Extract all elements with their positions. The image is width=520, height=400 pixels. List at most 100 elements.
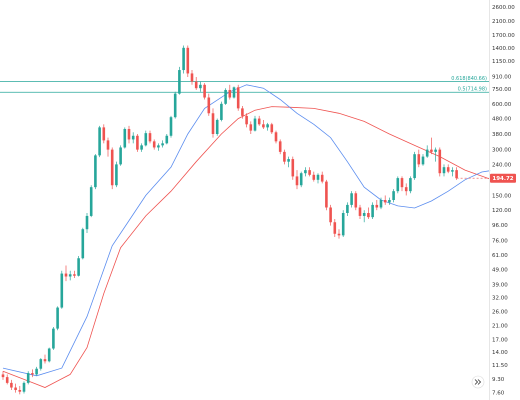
candle[interactable]: [194, 77, 198, 90]
candle[interactable]: [278, 139, 282, 155]
candle[interactable]: [446, 164, 450, 174]
candle[interactable]: [47, 347, 51, 363]
candle[interactable]: [417, 149, 421, 168]
candle[interactable]: [173, 91, 177, 119]
candle[interactable]: [421, 154, 425, 166]
candle[interactable]: [123, 127, 127, 149]
candle[interactable]: [325, 179, 328, 211]
candle[interactable]: [312, 171, 316, 182]
candle[interactable]: [442, 164, 446, 177]
candle[interactable]: [308, 167, 311, 177]
candle[interactable]: [52, 326, 55, 350]
candle[interactable]: [102, 124, 106, 144]
candle[interactable]: [165, 134, 169, 145]
candle[interactable]: [186, 45, 190, 78]
candle[interactable]: [73, 270, 76, 279]
candle[interactable]: [354, 191, 358, 211]
candle[interactable]: [232, 86, 236, 99]
candle[interactable]: [178, 66, 181, 95]
candle[interactable]: [94, 154, 97, 190]
candle[interactable]: [10, 379, 13, 391]
candle[interactable]: [22, 381, 26, 394]
candle[interactable]: [241, 106, 244, 119]
candle[interactable]: [64, 265, 68, 282]
candle[interactable]: [152, 139, 156, 150]
candle[interactable]: [396, 176, 400, 194]
candle[interactable]: [18, 385, 22, 395]
candle[interactable]: [304, 167, 307, 177]
candle[interactable]: [438, 147, 442, 177]
candle[interactable]: [274, 130, 278, 144]
candle[interactable]: [115, 161, 118, 188]
candle[interactable]: [371, 202, 374, 220]
candle[interactable]: [131, 132, 135, 144]
candle[interactable]: [249, 121, 253, 135]
candle[interactable]: [257, 115, 261, 126]
price-axis[interactable]: 2600.00 2100.00 1700.00 1400.00 1150.00 910.0…: [492, 5, 515, 397]
candle[interactable]: [39, 358, 43, 371]
candle[interactable]: [455, 167, 458, 180]
candle[interactable]: [262, 119, 265, 129]
candle[interactable]: [140, 143, 143, 152]
candle[interactable]: [148, 130, 152, 144]
candle[interactable]: [106, 137, 110, 157]
candle[interactable]: [283, 149, 286, 165]
candle[interactable]: [85, 213, 89, 233]
candle[interactable]: [136, 134, 139, 152]
candle[interactable]: [333, 219, 337, 237]
candle[interactable]: [245, 113, 248, 128]
candle[interactable]: [127, 125, 131, 144]
candle[interactable]: [253, 115, 257, 132]
candle[interactable]: [228, 84, 232, 100]
candle[interactable]: [144, 130, 148, 147]
candle[interactable]: [190, 70, 194, 85]
candle[interactable]: [110, 147, 114, 190]
candle[interactable]: [89, 185, 93, 218]
candle[interactable]: [56, 306, 59, 331]
candle[interactable]: [434, 147, 437, 162]
candle[interactable]: [14, 383, 17, 393]
candle[interactable]: [362, 210, 366, 223]
candle[interactable]: [341, 210, 345, 237]
candle[interactable]: [320, 171, 324, 184]
candle[interactable]: [346, 202, 349, 216]
candle[interactable]: [215, 118, 219, 136]
candle[interactable]: [358, 204, 362, 220]
candle[interactable]: [35, 366, 38, 376]
candle[interactable]: [169, 115, 173, 138]
candle[interactable]: [375, 200, 379, 211]
candle[interactable]: [157, 143, 160, 151]
candle[interactable]: [287, 156, 290, 168]
candle[interactable]: [291, 156, 295, 180]
candle[interactable]: [81, 227, 85, 260]
candle[interactable]: [430, 137, 433, 155]
candle[interactable]: [43, 354, 47, 364]
candle[interactable]: [404, 183, 408, 196]
candle[interactable]: [1, 371, 5, 380]
candle[interactable]: [383, 195, 387, 205]
candle[interactable]: [68, 270, 72, 281]
candle[interactable]: [224, 88, 227, 105]
candle[interactable]: [26, 371, 30, 385]
candle[interactable]: [60, 270, 64, 309]
candle[interactable]: [207, 93, 211, 116]
candle[interactable]: [266, 122, 269, 131]
candle[interactable]: [31, 369, 34, 378]
candle[interactable]: [203, 83, 206, 100]
candle[interactable]: [5, 374, 9, 385]
candle[interactable]: [400, 176, 404, 192]
candle[interactable]: [295, 170, 299, 190]
candle[interactable]: [451, 167, 454, 177]
candle[interactable]: [367, 207, 370, 220]
candle[interactable]: [316, 173, 320, 184]
candle[interactable]: [211, 108, 215, 138]
candle[interactable]: [182, 45, 185, 74]
candle[interactable]: [77, 256, 80, 277]
candle[interactable]: [425, 145, 429, 158]
candle[interactable]: [409, 176, 412, 194]
candle[interactable]: [199, 81, 202, 92]
candle[interactable]: [388, 197, 391, 205]
candle[interactable]: [350, 191, 353, 208]
candle[interactable]: [379, 197, 383, 210]
candle[interactable]: [161, 140, 164, 148]
